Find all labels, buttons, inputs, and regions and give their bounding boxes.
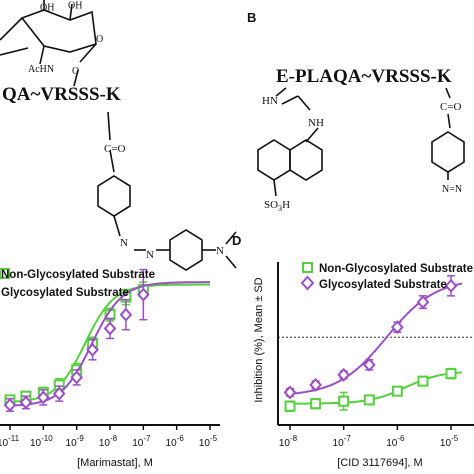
data-point-nonglyco: [284, 400, 296, 412]
azo-bond-1: [113, 215, 121, 237]
x-tick-label: 10-5: [199, 434, 218, 449]
x-tick-label: 10-5: [440, 434, 459, 449]
x-tick-label: 10-8: [99, 434, 118, 449]
carbonyl-b-label: C=O: [440, 101, 462, 113]
chart-d-ticks: 10-8 10-7 10-6 10-5: [279, 425, 459, 449]
data-point-glyco: [19, 395, 33, 410]
achn-label: AcHN: [28, 64, 54, 75]
o-label-2: O: [96, 34, 103, 45]
fit-curve-glyco: [289, 282, 463, 395]
chart-c-legend-nonglyco: Non-Glycosylated Substrate: [1, 269, 155, 281]
x-tick-label: 10-8: [279, 434, 298, 449]
fit-curve-nonglyco: [9, 283, 210, 403]
chart-d-legend-nonglyco: Non-Glycosylated Substrate: [319, 263, 473, 275]
data-point-glyco: [86, 342, 99, 357]
x-tick-label: 10-6: [386, 434, 405, 449]
carbonyl-down: [109, 149, 115, 173]
data-point-glyco: [391, 320, 404, 335]
data-point-nonglyco: [338, 395, 350, 407]
oh-bond-2: [69, 3, 73, 21]
azo-n2-label: N: [146, 249, 154, 261]
chart-d-legend-nonglyco-marker: [302, 262, 313, 273]
structure-b: [257, 87, 465, 197]
chart-d: 10-8 10-7 10-6 10-5 Inhibition (%), Mean ± …: [253, 262, 474, 469]
chart-c-legend-glyco: Glycosylated Substrate: [1, 287, 129, 299]
carbonyl-b-bond: [447, 113, 451, 129]
data-point-glyco: [52, 386, 66, 401]
carbonyl-a-label: C=O: [104, 143, 126, 155]
peptide-b-label: E-PLAQA~VRSSS-K: [276, 66, 452, 87]
panel-b-label: B: [247, 10, 256, 25]
so3h-label: SO3H: [264, 199, 290, 213]
data-point-nonglyco: [445, 368, 457, 380]
x-tick-label: 10-9: [66, 434, 85, 449]
x-tick-label: 10-10: [30, 434, 53, 449]
chart-c: 10-11 10-10 10-9 10-8 10-7 10-6 10-5 [Marimast…: [0, 268, 220, 469]
lys-b-chain: [445, 87, 451, 99]
hn-ethyl-2: [297, 95, 311, 111]
data-point-glyco: [3, 397, 17, 412]
chart-d-marks: [278, 275, 474, 412]
data-point-glyco: [416, 295, 430, 310]
lys-chain: [107, 111, 111, 141]
glyco-link: [79, 43, 97, 63]
x-tick-label: 10-7: [132, 434, 151, 449]
oh-label-1: OH: [40, 2, 54, 13]
o-link: [73, 69, 79, 87]
data-point-glyco: [36, 390, 50, 405]
data-point-glyco: [70, 370, 84, 385]
x-tick-label: 10-7: [333, 434, 352, 449]
oh-label-2: OH: [68, 0, 82, 11]
sugar-ring: [20, 9, 97, 53]
x-tick-label: 10-6: [166, 434, 185, 449]
panel-d-label: D: [232, 233, 241, 248]
so3h-bond: [273, 179, 277, 197]
x-tick-label: 10-11: [0, 434, 20, 449]
methyl-2: [225, 255, 237, 269]
data-point-nonglyco: [417, 375, 429, 387]
hn-ethyl-1: [281, 95, 299, 105]
data-point-glyco: [309, 377, 322, 392]
chart-d-y-title: Inhibition (%), Mean ± SD: [253, 277, 265, 402]
data-point-glyco: [119, 307, 133, 322]
data-point-nonglyco: [363, 394, 375, 406]
nh-to-naph: [305, 127, 319, 143]
chart-c-x-title: [Marimastat], M: [77, 457, 153, 469]
data-point-glyco: [283, 385, 297, 400]
benzene-2: [169, 229, 203, 271]
azo-n1-label: N: [120, 237, 128, 249]
benzene-1: [97, 175, 131, 217]
chart-d-x-title: [CID 3117694], M: [337, 457, 422, 469]
data-point-glyco: [103, 321, 117, 336]
chart-c-ticks: 10-11 10-10 10-9 10-8 10-7 10-6 10-5: [0, 425, 218, 449]
glu-chain: [275, 87, 287, 97]
data-point-nonglyco: [310, 398, 322, 410]
naphthalene-ring-1: [289, 139, 323, 181]
sugar-ring-left: [0, 17, 29, 56]
naphthalene-ring-2: [257, 139, 291, 181]
data-point-glyco: [444, 278, 458, 293]
chart-d-legend-glyco: Glycosylated Substrate: [319, 279, 447, 291]
nh-label: NH: [308, 117, 324, 129]
o-label-1: O: [72, 66, 79, 77]
hn-label: HN: [262, 95, 278, 107]
structure-a: [0, 0, 237, 271]
data-point-glyco: [136, 287, 150, 302]
benzene-b: [431, 131, 465, 173]
nme2-label: N: [216, 245, 224, 257]
chart-d-legend-glyco-marker: [300, 275, 315, 291]
data-point-glyco: [337, 367, 351, 382]
chart-c-marks: [3, 268, 210, 412]
azo-b-label: N=N: [442, 184, 462, 195]
chart-c-legend-nonglyco-marker: [0, 268, 10, 279]
peptide-a-label: QA~VRSSS-K: [2, 84, 121, 105]
achn-bond: [39, 45, 45, 65]
data-point-glyco: [362, 357, 376, 372]
methyl-1: [225, 231, 237, 245]
data-point-nonglyco: [391, 385, 403, 397]
